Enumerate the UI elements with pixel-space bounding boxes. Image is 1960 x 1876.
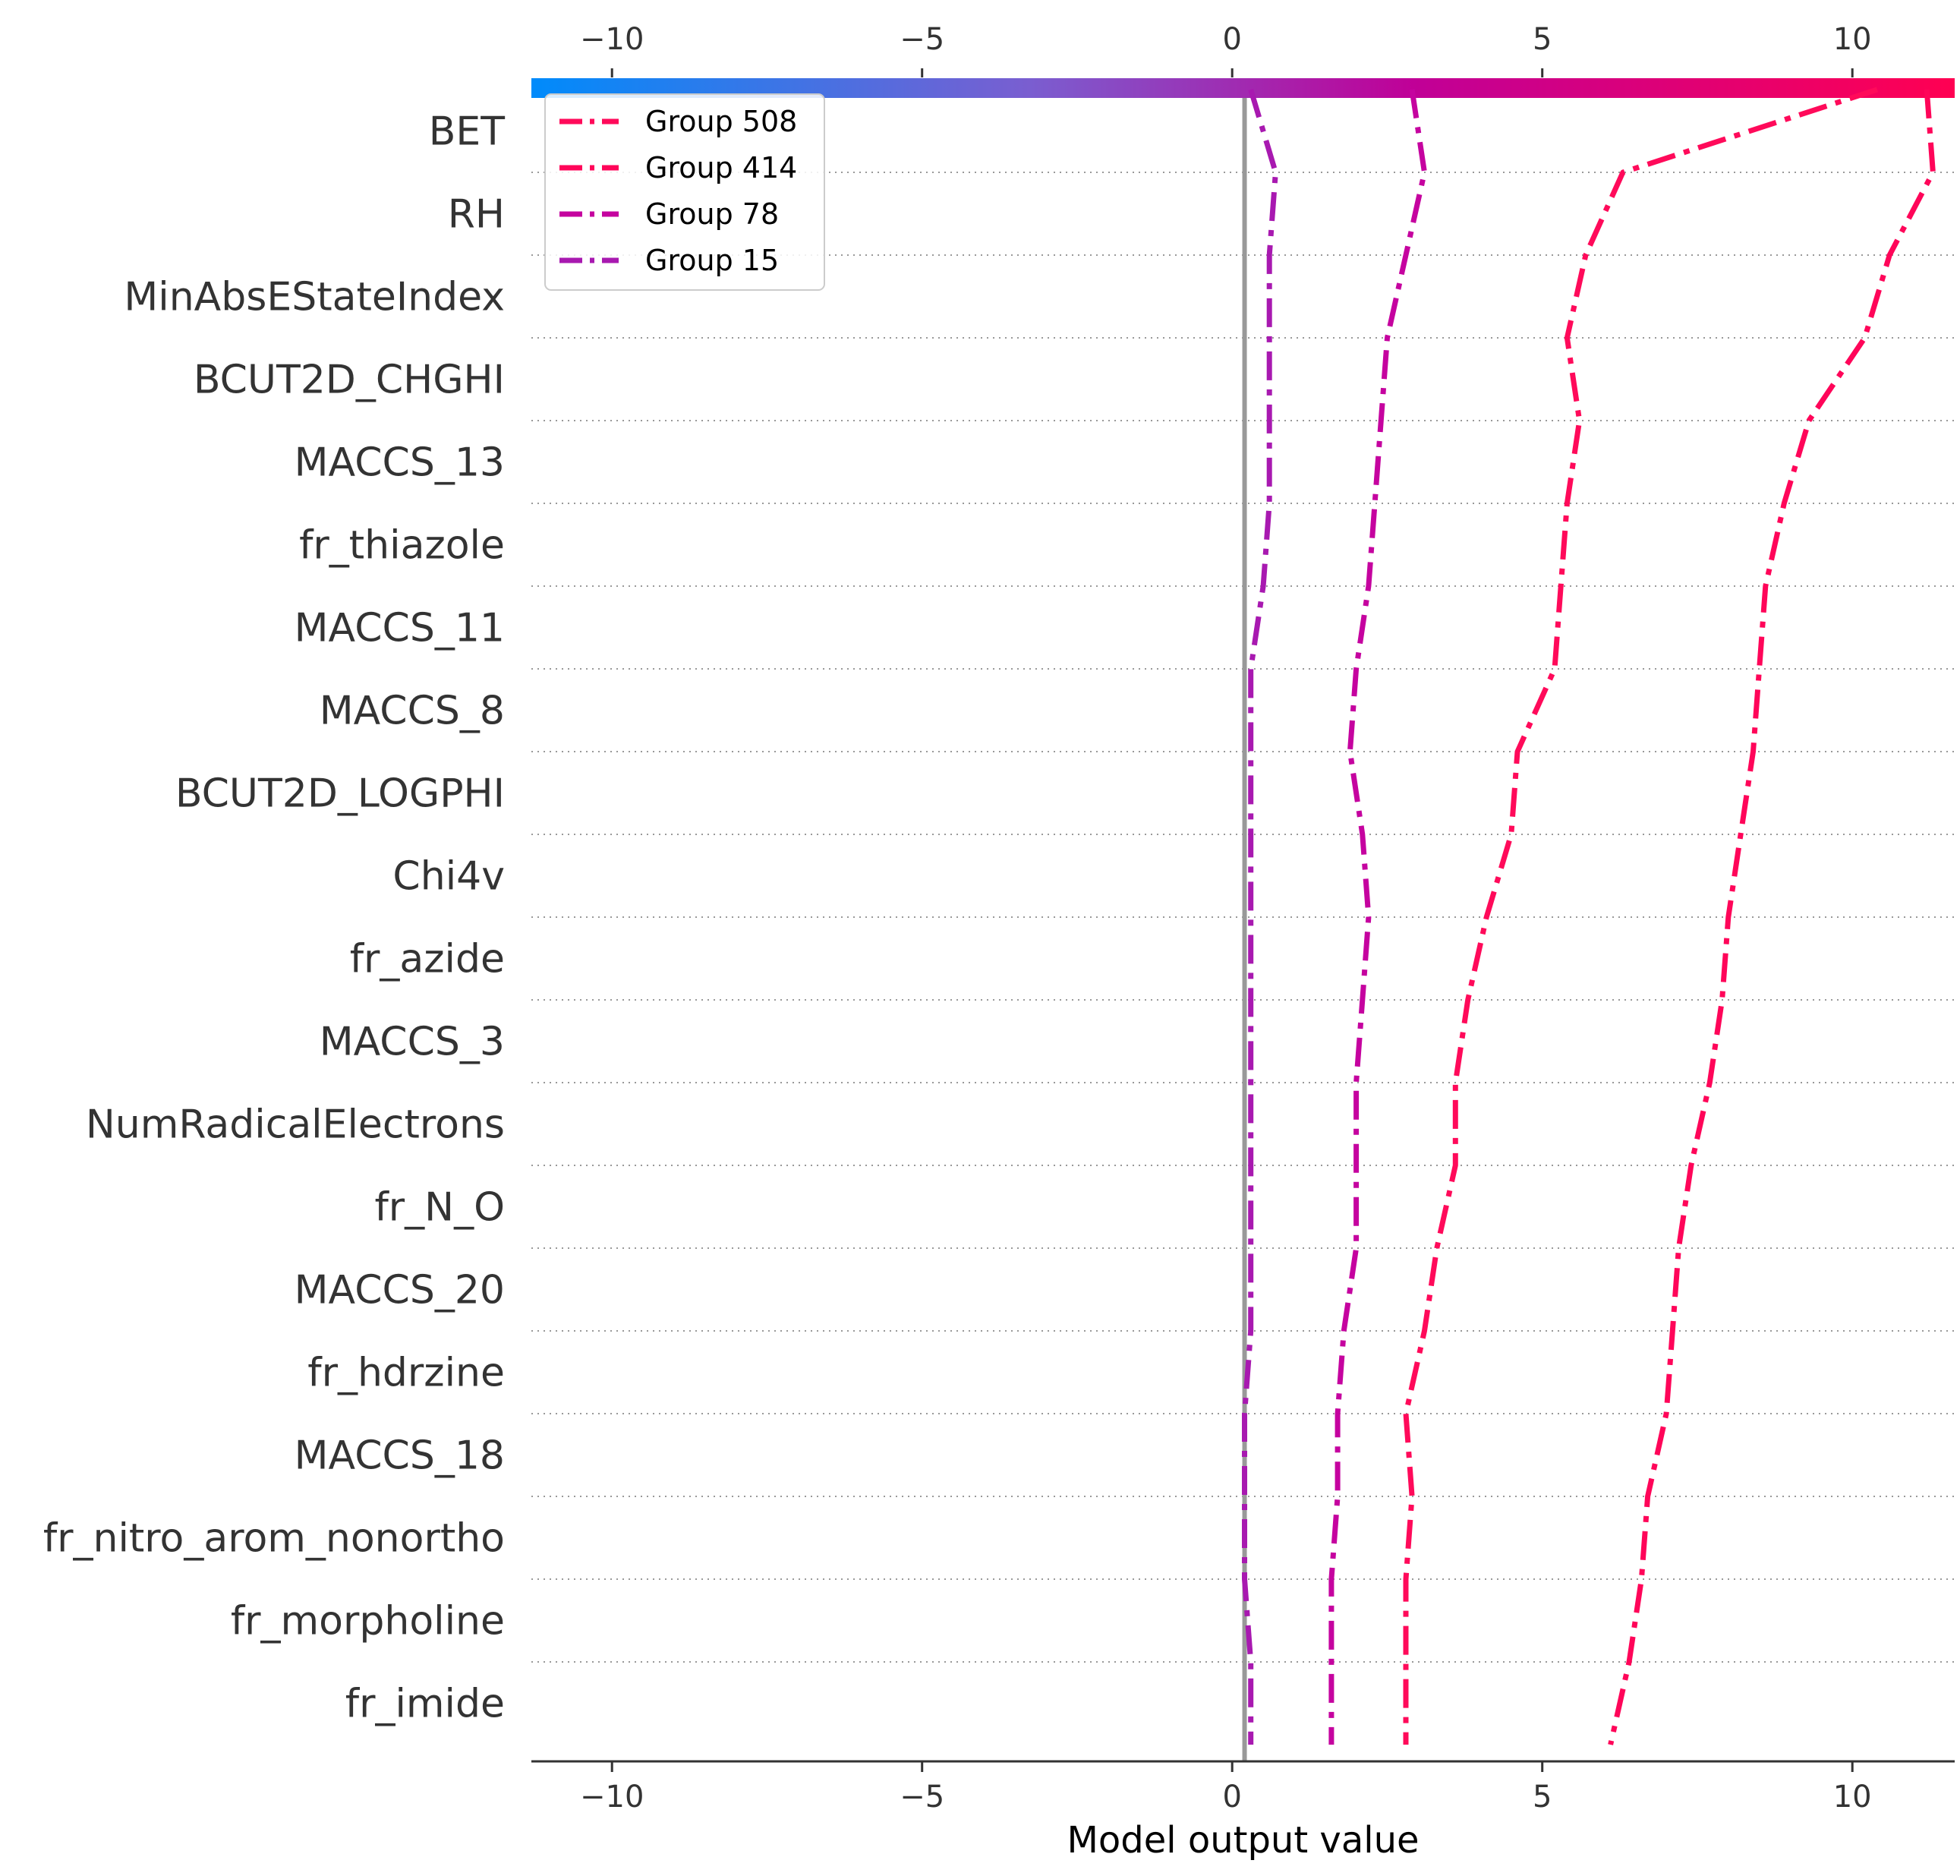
feature-label: fr_nitro_arom_nonortho	[43, 1516, 505, 1562]
legend-entry: Group 414	[645, 151, 797, 184]
series-line	[1242, 88, 1278, 1745]
feature-label: fr_azide	[350, 937, 505, 982]
feature-label: MACCS_8	[320, 689, 505, 734]
legend-entry: Group 78	[645, 197, 779, 231]
bottom-tick-label: 0	[1222, 1780, 1241, 1815]
feature-label: Chi4v	[392, 854, 505, 900]
top-tick-label: 5	[1533, 22, 1552, 57]
feature-label: fr_N_O	[374, 1185, 505, 1231]
x-axis-title: Model output value	[1067, 1819, 1419, 1862]
legend-entry: Group 508	[645, 105, 797, 138]
legend-entry: Group 15	[645, 244, 779, 277]
feature-label: fr_hdrzine	[307, 1351, 505, 1396]
feature-label: MinAbsEStateIndex	[124, 275, 505, 320]
legend-box	[544, 93, 825, 291]
top-tick-label: −10	[580, 22, 644, 57]
feature-label: MACCS_18	[295, 1433, 505, 1479]
top-axis-ticks: −10 −5 0 5 10	[580, 22, 1872, 77]
bottom-tick-label: −5	[900, 1780, 944, 1815]
top-tick-label: 10	[1833, 22, 1872, 57]
feature-label: MACCS_11	[295, 606, 505, 651]
bottom-tick-label: 5	[1533, 1780, 1552, 1815]
top-tick-label: 0	[1222, 22, 1241, 57]
feature-label: fr_imide	[345, 1682, 505, 1727]
feature-label: BET	[429, 109, 506, 155]
series-line	[1328, 89, 1427, 1745]
series-line	[1608, 89, 1936, 1745]
feature-labels: BET RH MinAbsEStateIndex BCUT2D_CHGHI MACCS_…	[43, 109, 505, 1727]
series-line	[1403, 87, 1878, 1745]
feature-label: BCUT2D_CHGHI	[194, 358, 505, 403]
top-tick-label: −5	[900, 22, 944, 57]
feature-label: fr_thiazole	[299, 523, 505, 569]
bottom-tick-label: −10	[580, 1780, 644, 1815]
feature-label: RH	[448, 192, 505, 238]
feature-label: BCUT2D_LOGPHI	[175, 771, 505, 817]
feature-label: fr_morpholine	[231, 1599, 505, 1644]
feature-label: NumRadicalElectrons	[86, 1102, 505, 1148]
feature-label: MACCS_20	[295, 1268, 505, 1313]
legend: Group 508 Group 414 Group 78 Group 15	[544, 93, 825, 291]
feature-label: MACCS_3	[320, 1020, 505, 1065]
series-lines	[1242, 87, 1936, 1745]
bottom-axis-ticks: −10 −5 0 5 10	[580, 1761, 1872, 1815]
bottom-tick-label: 10	[1833, 1780, 1872, 1815]
feature-label: MACCS_13	[295, 440, 505, 486]
